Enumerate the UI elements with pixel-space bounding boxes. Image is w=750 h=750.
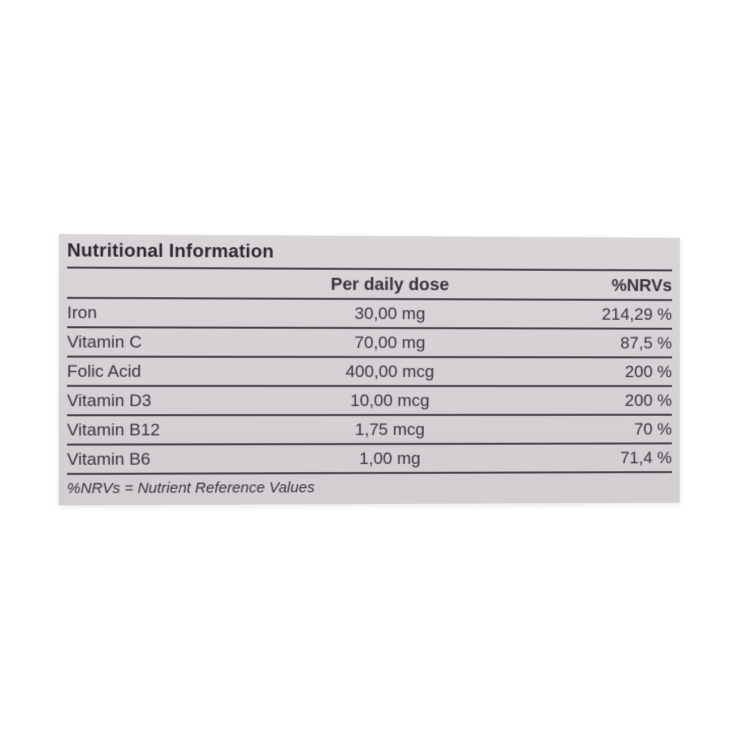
nutrient-name: Vitamin D3 [66, 385, 280, 416]
nutrient-nrv-value: 200 % [499, 357, 672, 387]
nutrient-name: Vitamin B12 [66, 415, 280, 445]
table-row: Vitamin C 70,00 mg 87,5 % [67, 327, 673, 358]
nutrient-dose-value: 1,00 mg [279, 443, 500, 474]
table-header-row: Per daily dose %NRVs [67, 268, 673, 301]
nutrient-name: Iron [67, 297, 280, 328]
nutrient-dose-value: 30,00 mg [279, 298, 500, 329]
table-row: Vitamin D3 10,00 mcg 200 % [66, 385, 672, 416]
table-row: Vitamin B12 1,75 mcg 70 % [66, 414, 672, 445]
header-per-daily-dose: Per daily dose [279, 269, 500, 300]
table-row: Vitamin B6 1,00 mg 71,4 % [66, 443, 672, 474]
nutrient-nrv-value: 214,29 % [499, 299, 673, 329]
nutrient-nrv-value: 200 % [499, 386, 672, 415]
table-row: Folic Acid 400,00 mcg 200 % [67, 356, 672, 387]
nutrient-name: Folic Acid [67, 356, 280, 386]
nutrition-table: Per daily dose %NRVs Iron 30,00 mg 214,2… [66, 268, 673, 475]
nutrient-dose-value: 10,00 mcg [279, 385, 500, 416]
table-row: Iron 30,00 mg 214,29 % [67, 297, 673, 329]
nutrient-name: Vitamin B6 [66, 444, 280, 474]
nutrient-name: Vitamin C [67, 327, 280, 357]
table-body: Iron 30,00 mg 214,29 % Vitamin C 70,00 m… [66, 297, 673, 474]
header-nrvs: %NRVs [499, 270, 673, 301]
nutrient-nrv-value: 71,4 % [499, 443, 672, 473]
nutrient-nrv-value: 70 % [499, 414, 672, 444]
nutrient-dose-value: 1,75 mcg [279, 414, 500, 445]
header-nutrient-column [67, 268, 280, 299]
nutrition-label: Nutritional Information Per daily dose %… [58, 234, 680, 506]
label-title: Nutritional Information [67, 234, 673, 272]
nutrient-dose-value: 70,00 mg [279, 327, 500, 358]
nutrient-dose-value: 400,00 mcg [279, 356, 500, 387]
nrv-footnote: %NRVs = Nutrient Reference Values [66, 479, 315, 498]
nutrient-nrv-value: 87,5 % [499, 328, 673, 358]
